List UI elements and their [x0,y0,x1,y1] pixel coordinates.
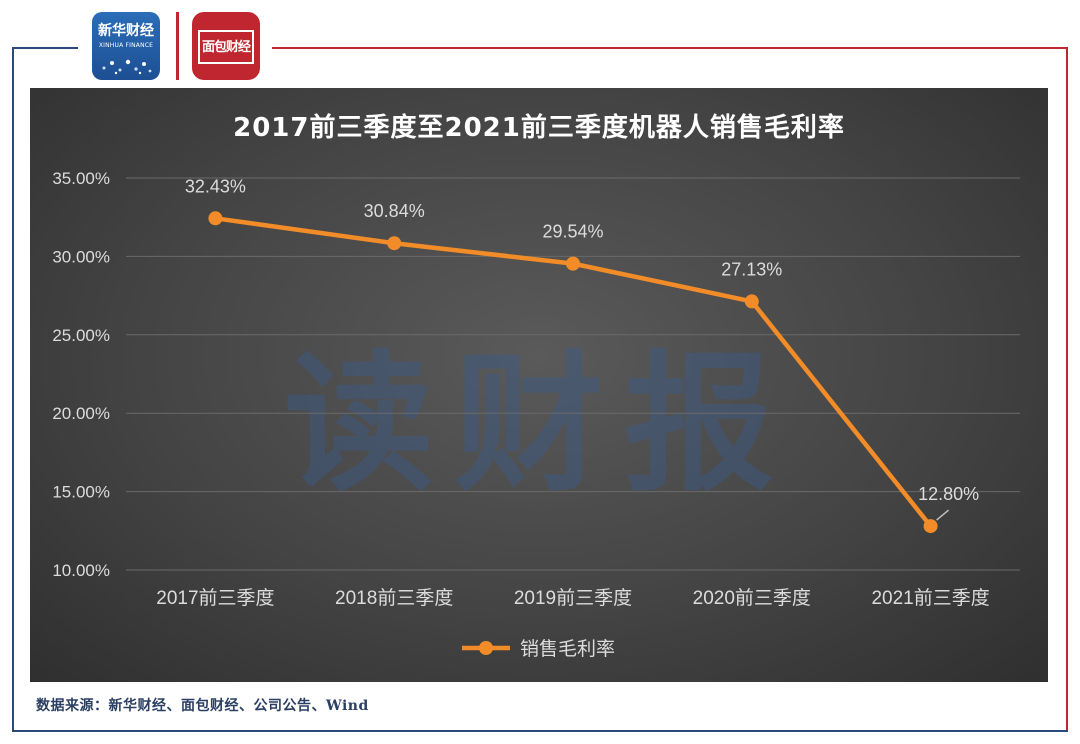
frame-top-right-line [272,47,1068,49]
data-label: 30.84% [364,201,425,221]
y-tick-label: 20.00% [52,404,110,423]
chart-title: 2017前三季度至2021前三季度机器人销售毛利率 [233,112,845,143]
legend-marker-icon [479,641,493,655]
source-footnote: 数据来源：新华财经、面包财经、公司公告、Wind [36,698,369,714]
y-tick-label: 15.00% [52,483,110,502]
mianbao-finance-logo: 面包财经 [192,12,260,80]
data-label: 32.43% [185,176,246,196]
data-label: 12.80% [918,484,979,504]
mianbao-logo-frame [198,30,254,64]
frame-right-line [1066,47,1068,732]
data-point [566,256,580,271]
data-label-leader [936,509,950,521]
y-tick-label: 30.00% [52,247,110,266]
xinhua-logo-en-text: XINHUA FINANCE [98,42,154,49]
xinhua-finance-logo: 新华财经 XINHUA FINANCE [92,12,160,80]
data-label: 27.13% [721,259,782,279]
watermark-text: 读财报 [284,338,794,512]
data-point [744,294,759,309]
x-tick-label: 2019前三季度 [514,587,632,609]
x-tick-label: 2017前三季度 [156,587,274,609]
x-tick-label: 2018前三季度 [335,587,453,609]
legend-label: 销售毛利率 [520,638,615,660]
data-point [208,211,223,226]
y-tick-label: 35.00% [52,169,110,188]
line-chart: 读财报 2017前三季度至2021前三季度机器人销售毛利率 10.00% 15.0… [52,112,1020,660]
data-point [387,236,402,251]
mianbao-logo-text: 面包财经 [201,40,251,55]
data-label: 29.54% [542,222,603,242]
x-tick-label: 2020前三季度 [693,587,811,609]
xinhua-logo-cn-text: 新华财经 [98,23,154,39]
frame-bottom-line [12,730,1068,732]
y-tick-label: 25.00% [52,326,110,345]
xinhua-logo-dots-icon [102,59,152,75]
frame-top-left-line [12,47,78,49]
x-tick-label: 2021前三季度 [871,587,989,609]
chart-panel: 读财报 2017前三季度至2021前三季度机器人销售毛利率 10.00% 15.0… [30,88,1048,682]
y-tick-label: 10.00% [52,561,110,580]
data-point [923,519,938,534]
frame-left-line [12,48,14,732]
logo-separator [176,12,179,80]
